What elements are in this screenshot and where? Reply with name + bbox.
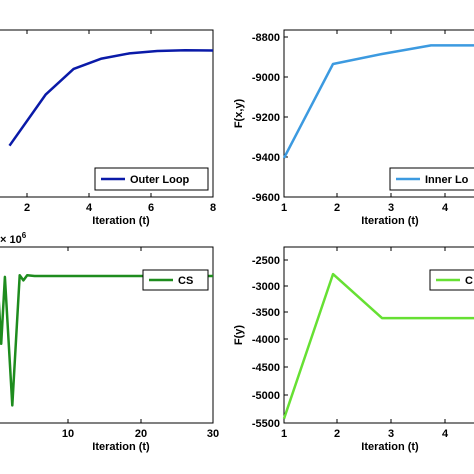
legend-label: CS <box>178 275 193 287</box>
y-tick-label: -9400 <box>252 152 280 164</box>
legend: Outer Loop <box>94 167 209 191</box>
x-axis-label: Iteration (t) <box>361 215 419 227</box>
legend: C <box>429 269 474 291</box>
chart-panel-2: 1 2 3 4 -9600 -9400 -9200 -9000 -8800 Iteration (… <box>233 29 474 227</box>
x-tick-label: 8 <box>210 202 216 214</box>
legend-label: C <box>465 275 473 287</box>
y-tick-label: -9600 <box>252 192 280 204</box>
y-tick-label: -9200 <box>252 112 280 124</box>
x-tick-label: 1 <box>281 428 287 440</box>
legend-box <box>389 167 474 191</box>
series-line-inner-loop <box>282 44 474 159</box>
series-line-c <box>282 272 474 420</box>
y-tick-label: -5500 <box>252 418 280 430</box>
y-tick-label: -5000 <box>252 390 280 402</box>
y-tick-label: -8800 <box>252 32 280 44</box>
series-line-outer-loop <box>8 49 214 147</box>
x-tick-label: 2 <box>24 202 30 214</box>
legend: Inner Lo <box>389 167 474 191</box>
x-tick-label: 1 <box>281 202 287 214</box>
x-axis-label: Iteration (t) <box>92 215 150 227</box>
chart-panel-3: 10 20 30 Iteration (t) × 106 CS <box>0 231 219 453</box>
y-tick-label: -4500 <box>252 362 280 374</box>
y-tick-label: -2500 <box>252 255 280 267</box>
x-tick-label: 2 <box>334 428 340 440</box>
x-tick-label: 6 <box>148 202 154 214</box>
series-line-cs <box>0 273 213 407</box>
y-tick-label: -4000 <box>252 334 280 346</box>
x-tick-label: 30 <box>207 428 219 440</box>
y-tick-label: -3500 <box>252 307 280 319</box>
y-axis-label: F(y) <box>233 325 245 346</box>
x-axis-label: Iteration (t) <box>92 441 150 453</box>
y-axis-label: F(x,y) <box>233 98 245 128</box>
x-tick-label: 3 <box>388 202 394 214</box>
y-tick-label: -9000 <box>252 72 280 84</box>
x-tick-label: 10 <box>62 428 74 440</box>
legend-box <box>94 167 209 191</box>
legend-box <box>142 269 209 291</box>
x-tick-label: 4 <box>442 202 449 214</box>
axis-exponent: × 106 <box>0 231 27 246</box>
x-tick-label: 20 <box>135 428 147 440</box>
x-tick-label: 4 <box>86 202 93 214</box>
legend: CS <box>142 269 209 291</box>
chart-panel-1: 2 4 6 8 Iteration (t) Outer Loop <box>0 29 216 227</box>
x-tick-label: 2 <box>334 202 340 214</box>
x-axis-label: Iteration (t) <box>361 441 419 453</box>
legend-label: Inner Lo <box>425 174 469 186</box>
y-tick-label: -3000 <box>252 281 280 293</box>
chart-panel-4: 1 2 3 4 -5500 -5000 -4500 -4000 -3500 -3000 -2500 I… <box>233 246 474 453</box>
legend-label: Outer Loop <box>130 174 190 186</box>
x-tick-label: 4 <box>442 428 449 440</box>
x-tick-label: 3 <box>388 428 394 440</box>
